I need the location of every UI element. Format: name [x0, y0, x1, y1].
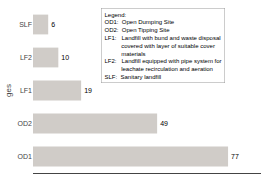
svg-text:77: 77: [231, 153, 239, 160]
svg-text:LF2: LF2: [20, 54, 32, 61]
svg-text:Legend:OD1: Open Dumping Site: Legend:OD1: Open Dumping SiteOD2: Open T…: [105, 12, 222, 80]
svg-text:49: 49: [160, 120, 168, 127]
svg-text:ges: ges: [4, 84, 13, 97]
svg-text:LF1: LF1: [20, 87, 32, 94]
svg-text:19: 19: [84, 87, 92, 94]
svg-text:6: 6: [51, 21, 55, 28]
svg-text:SLF: SLF: [19, 21, 32, 28]
svg-text:OD2: OD2: [18, 120, 33, 127]
svg-text:10: 10: [61, 54, 69, 61]
svg-text:OD1: OD1: [18, 153, 33, 160]
